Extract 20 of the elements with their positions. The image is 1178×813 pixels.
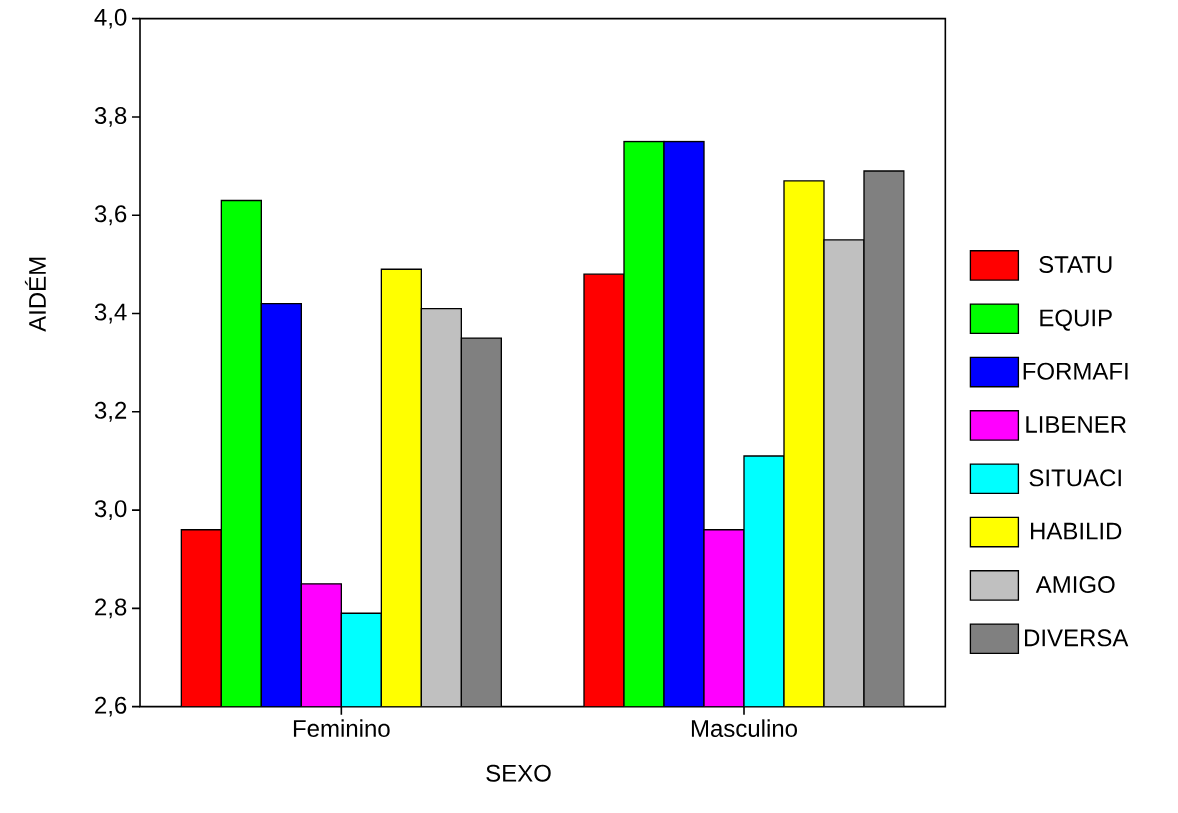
y-tick-label: 3,4	[94, 303, 127, 324]
y-tick-label: 3,8	[94, 107, 127, 127]
legend-label: EQUIP	[1040, 309, 1112, 331]
y-tick-label: 4,0	[94, 8, 127, 29]
y-tick-label: 2,8	[95, 598, 127, 619]
legend-label: SITUACI	[1029, 469, 1121, 487]
legend-label: DIVERSA	[1025, 629, 1129, 647]
legend-label: FORMAFI	[1023, 362, 1128, 380]
y-tick-label: 3,0	[94, 500, 127, 520]
legend-label: LIBENER	[1026, 416, 1126, 433]
x-tick-label: Masculino	[691, 719, 797, 737]
legend-label: AMIGO	[1035, 576, 1115, 594]
y-tick-label: 3,6	[94, 205, 127, 226]
x-tick-label: Feminino	[293, 719, 390, 737]
x-axis-title: SEXO	[486, 764, 551, 782]
y-tick-label: 3,2	[94, 401, 127, 422]
legend-label: STATU	[1039, 256, 1112, 274]
y-tick-label: 2,6	[95, 696, 127, 717]
legend-label: HABILID	[1031, 522, 1122, 540]
y-axis-title: AIDÉM	[24, 257, 46, 332]
